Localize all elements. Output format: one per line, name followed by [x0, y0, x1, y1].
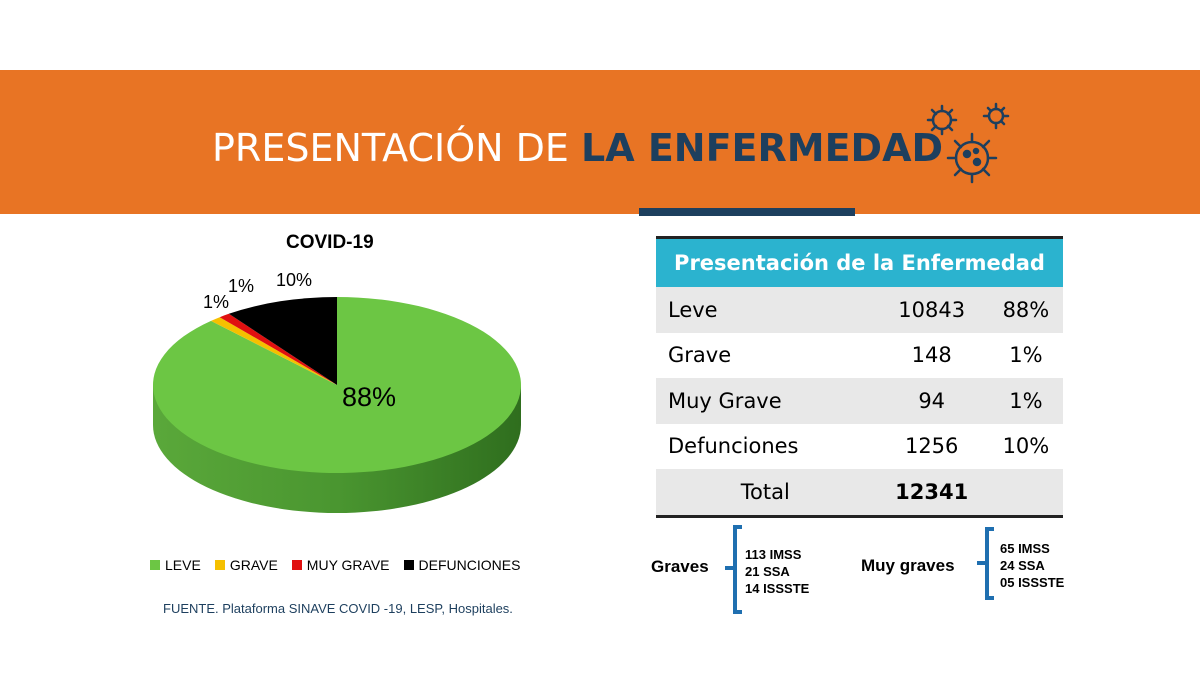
- muy-graves-label: Muy graves: [861, 556, 955, 575]
- page-title: PRESENTACIÓN DE LA ENFERMEDAD: [212, 126, 943, 170]
- pie-slice-muy-grave: [219, 313, 337, 385]
- data-label-grave: 1%: [203, 292, 230, 312]
- pie-chart: [153, 297, 522, 513]
- header-banner: [0, 70, 1200, 214]
- table-header: Presentación de la Enfermedad: [656, 236, 1063, 287]
- legend-item-defunciones: DEFUNCIONES: [403, 557, 520, 573]
- table-row: Defunciones 1256 10%: [668, 434, 1050, 459]
- graves-label: Graves: [651, 557, 709, 576]
- graves-list: 113 IMSS 21 SSA 14 ISSSTE: [745, 547, 810, 596]
- virus-icon: [926, 102, 1010, 184]
- legend-item-leve: LEVE: [150, 557, 201, 573]
- title-light: PRESENTACIÓN DE: [212, 126, 581, 170]
- pie-slice-grave: [211, 317, 337, 385]
- table-row: Leve 10843 88%: [656, 287, 1063, 333]
- table-row: Muy Grave 94 1%: [656, 378, 1063, 424]
- title-underline: [639, 208, 855, 216]
- data-label-defunciones: 10%: [276, 270, 313, 290]
- source-note: FUENTE. Plataforma SINAVE COVID -19, LES…: [163, 601, 513, 616]
- legend-item-grave: GRAVE: [214, 557, 278, 573]
- chart-legend: LEVE GRAVE MUY GRAVE DEFUNCIONES: [150, 557, 520, 573]
- brace-icon: [977, 527, 994, 600]
- title-bold: LA ENFERMEDAD: [580, 126, 944, 170]
- pie-slice-defunciones: [228, 297, 337, 385]
- legend-item-muy-grave: MUY GRAVE: [291, 557, 390, 573]
- table-total-row: Total 12341: [656, 469, 1063, 518]
- summary-table: Presentación de la Enfermedad Leve 10843 8…: [656, 236, 1063, 518]
- chart-title: COVID-19: [286, 232, 374, 253]
- pie-slice-leve: [153, 297, 522, 473]
- data-label-muy-grave: 1%: [228, 276, 255, 296]
- table-row: Grave 148 1%: [668, 343, 1043, 368]
- data-label-leve: 88%: [342, 382, 397, 412]
- muy-graves-list: 65 IMSS 24 SSA 05 ISSSTE: [1000, 541, 1065, 590]
- brace-icon: [725, 525, 742, 614]
